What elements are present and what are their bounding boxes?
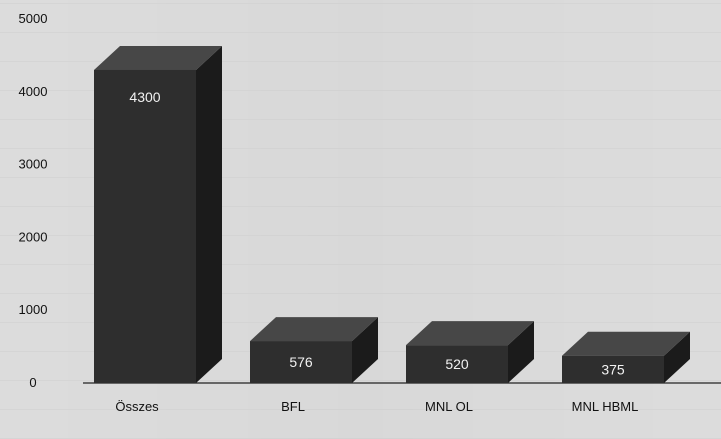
y-tick-label: 3000	[19, 157, 48, 172]
y-tick-label: 0	[29, 375, 36, 390]
bars: 4300 576 520 375	[94, 46, 690, 383]
y-tick-label: 4000	[19, 84, 48, 99]
y-tick-label: 5000	[19, 11, 48, 26]
category-label: BFL	[281, 399, 305, 414]
category-label: Összes	[115, 399, 159, 414]
bar-front-face	[94, 70, 196, 383]
bar-value-label: 520	[445, 356, 469, 372]
y-tick-labels: 0 1000 2000 3000 4000 5000	[19, 11, 48, 390]
bar: 576	[250, 317, 378, 383]
bar: 520	[406, 321, 534, 383]
bar-value-label: 375	[601, 361, 625, 377]
bar-value-label: 4300	[129, 89, 160, 105]
category-label: MNL HBML	[572, 399, 639, 414]
bar: 4300	[94, 46, 222, 383]
y-tick-label: 2000	[19, 229, 48, 244]
category-label: MNL OL	[425, 399, 473, 414]
y-tick-label: 1000	[19, 302, 48, 317]
bar-value-label: 576	[289, 354, 313, 370]
bar-side-face	[196, 46, 222, 383]
x-tick-labels: Összes BFL MNL OL MNL HBML	[115, 399, 638, 414]
bar: 375	[562, 332, 690, 383]
